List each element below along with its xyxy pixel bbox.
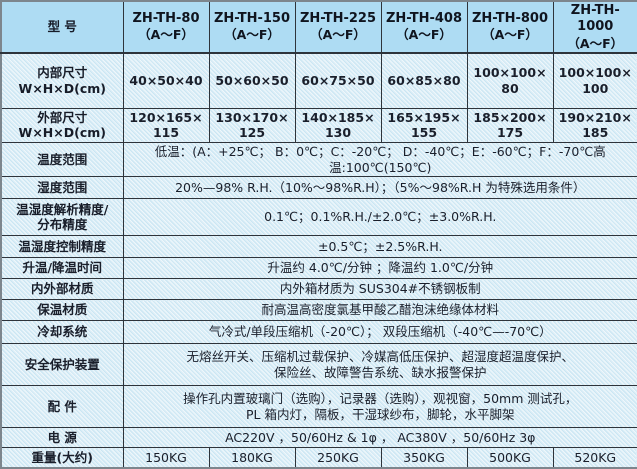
model-header-row: 型 号 ZH-TH-80 （A～F） ZH-TH-150 （A～F） ZH-TH… — [0, 0, 637, 55]
inner-size-label: 内部尺寸 W×H×D(cm) — [0, 52, 124, 109]
resolution-label-line2: 分布精度 — [37, 217, 88, 233]
safety-devices-line1: 无熔丝开关、压缩机过载保护、冷媒高低压保护、超湿度超温度保护、 — [186, 349, 574, 364]
inner-size-value: 100×100×80 — [466, 52, 554, 109]
row-accessories: 配 件 操作孔内置玻璃门（选购），记录器（选购），观视窗，50mm 测试孔， P… — [0, 385, 637, 429]
temp-range-value: 低温：(A：+25℃； B：0℃；C：-20℃； D：-40℃；E：-60℃；F… — [122, 141, 637, 178]
weight-value: 150KG — [122, 447, 210, 469]
model-variant: （A～F） — [138, 27, 194, 43]
resolution-label-line1: 温湿度解析精度/ — [16, 201, 109, 217]
row-power: 电 源 AC220V ，50/60Hz & 1φ ， AC380V ，50/60… — [0, 427, 637, 449]
row-control-accuracy: 温湿度控制精度 ±0.5℃；±2.5%R.H. — [0, 235, 637, 259]
weight-value: 250KG — [294, 447, 382, 469]
row-insulation: 保温材质 耐高温高密度氯基甲酸乙醋泡沫绝缘体材料 — [0, 299, 637, 322]
model-variant: （A～F） — [224, 27, 280, 43]
control-accuracy-label: 温湿度控制精度 — [0, 235, 124, 259]
model-variant: （A～F） — [396, 27, 452, 43]
weight-value: 500KG — [466, 447, 554, 469]
model-name: ZH-TH-80 — [132, 11, 200, 27]
outer-size-value: 165×195×155 — [380, 107, 468, 143]
humidity-range-label: 湿度范围 — [0, 176, 124, 200]
accessories-label: 配 件 — [0, 385, 124, 429]
outer-size-label-line2: W×H×D(cm) — [18, 125, 106, 141]
control-accuracy-value: ±0.5℃；±2.5%R.H. — [122, 235, 637, 259]
outer-size-value: 190×210×185 — [552, 107, 637, 143]
row-safety-devices: 安全保护装置 无熔丝开关、压缩机过载保护、冷媒高低压保护、超湿度超温度保护、 保… — [0, 343, 637, 387]
temp-range-label: 温度范围 — [0, 141, 124, 178]
model-header-label: 型 号 — [0, 0, 124, 55]
inner-size-value: 40×50×40 — [122, 52, 210, 109]
row-resolution-accuracy: 温湿度解析精度/ 分布精度 0.1℃；0.1%R.H./±2.0℃；±3.0%R… — [0, 198, 637, 237]
weight-value: 180KG — [208, 447, 296, 469]
material-label: 内外部材质 — [0, 278, 124, 301]
insulation-value: 耐高温高密度氯基甲酸乙醋泡沫绝缘体材料 — [122, 299, 637, 322]
accessories-line2: PL 箱内灯，隔板，干湿球纱布，脚轮，水平脚架 — [246, 406, 515, 422]
resolution-accuracy-label: 温湿度解析精度/ 分布精度 — [0, 198, 124, 237]
inner-size-label-line1: 内部尺寸 — [37, 65, 88, 81]
cooling-system-value: 气冷式/单段压缩机（-20℃）； 双段压缩机（-40℃—-70℃） — [122, 320, 637, 345]
inner-size-value: 100×100×100 — [552, 52, 637, 109]
model-column-zh-th-150: ZH-TH-150 （A～F） — [208, 0, 296, 55]
row-humidity-range: 湿度范围 20%—98% R.H.（10%～98%R.H）；（5%～98%R.H… — [0, 176, 637, 200]
row-temp-range: 温度范围 低温：(A：+25℃； B：0℃；C：-20℃； D：-40℃；E：-… — [0, 141, 637, 178]
model-label: 型 号 — [47, 19, 77, 35]
cooling-system-label: 冷却系统 — [0, 320, 124, 345]
safety-devices-label: 安全保护装置 — [0, 343, 124, 387]
row-inner-size: 内部尺寸 W×H×D(cm) 40×50×40 50×60×50 60×75×5… — [0, 52, 637, 109]
inner-size-value: 60×85×80 — [380, 52, 468, 109]
inner-size-value: 50×60×50 — [208, 52, 296, 109]
outer-size-value: 185×200×175 — [466, 107, 554, 143]
outer-size-label: 外部尺寸 W×H×D(cm) — [0, 107, 124, 143]
outer-size-value: 140×185×130 — [294, 107, 382, 143]
model-name: ZH-TH-1000 — [570, 3, 620, 35]
model-column-zh-th-225: ZH-TH-225 （A～F） — [294, 0, 382, 55]
model-column-zh-th-1000: ZH-TH-1000 （A～F） — [552, 0, 637, 55]
model-variant: （A～F） — [310, 27, 366, 43]
accessories-line1: 操作孔内置玻璃门（选购），记录器（选购），观视窗，50mm 测试孔， — [183, 391, 578, 406]
model-variant: （A～F） — [567, 35, 624, 51]
resolution-accuracy-value: 0.1℃；0.1%R.H./±2.0℃；±3.0%R.H. — [122, 198, 637, 237]
inner-size-value: 60×75×50 — [294, 52, 382, 109]
power-value: AC220V ，50/60Hz & 1φ ， AC380V ，50/60Hz 3… — [122, 427, 637, 449]
model-column-zh-th-800: ZH-TH-800 （A～F） — [466, 0, 554, 55]
model-name: ZH-TH-408 — [385, 11, 463, 27]
ramp-time-label: 升温/降温时间 — [0, 257, 124, 280]
weight-label: 重量(大约) — [0, 447, 124, 469]
row-ramp-time: 升温/降温时间 升温约 4.0℃/分钟 ；降温约 1.0℃/分钟 — [0, 257, 637, 280]
row-outer-size: 外部尺寸 W×H×D(cm) 120×165×115 130×170×125 1… — [0, 107, 637, 143]
material-value: 内外箱材质为 SUS304#不锈钢板制 — [122, 278, 637, 301]
ramp-time-value: 升温约 4.0℃/分钟 ；降温约 1.0℃/分钟 — [122, 257, 637, 280]
model-name: ZH-TH-800 — [471, 11, 549, 27]
model-name: ZH-TH-150 — [213, 11, 291, 27]
row-cooling-system: 冷却系统 气冷式/单段压缩机（-20℃）； 双段压缩机（-40℃—-70℃） — [0, 320, 637, 345]
safety-devices-line2: 保险丝、故障警告系统、缺水报警保护 — [273, 364, 487, 380]
power-label: 电 源 — [0, 427, 124, 449]
inner-size-label-line2: W×H×D(cm) — [18, 80, 106, 96]
model-column-zh-th-408: ZH-TH-408 （A～F） — [380, 0, 468, 55]
model-name: ZH-TH-225 — [299, 11, 377, 27]
accessories-value: 操作孔内置玻璃门（选购），记录器（选购），观视窗，50mm 测试孔， PL 箱内… — [122, 385, 637, 429]
model-variant: （A～F） — [482, 27, 538, 43]
outer-size-value: 120×165×115 — [122, 107, 210, 143]
outer-size-value: 130×170×125 — [208, 107, 296, 143]
row-weight: 重量(大约) 150KG 180KG 250KG 350KG 500KG 520… — [0, 447, 637, 469]
model-column-zh-th-80: ZH-TH-80 （A～F） — [122, 0, 210, 55]
weight-value: 520KG — [552, 447, 637, 469]
row-material: 内外部材质 内外箱材质为 SUS304#不锈钢板制 — [0, 278, 637, 301]
outer-size-label-line1: 外部尺寸 — [37, 109, 88, 125]
humidity-range-value: 20%—98% R.H.（10%～98%R.H）；（5%～98%R.H 为特殊选… — [122, 176, 637, 200]
weight-value: 350KG — [380, 447, 468, 469]
safety-devices-value: 无熔丝开关、压缩机过载保护、冷媒高低压保护、超湿度超温度保护、 保险丝、故障警告… — [122, 343, 637, 387]
insulation-label: 保温材质 — [0, 299, 124, 322]
